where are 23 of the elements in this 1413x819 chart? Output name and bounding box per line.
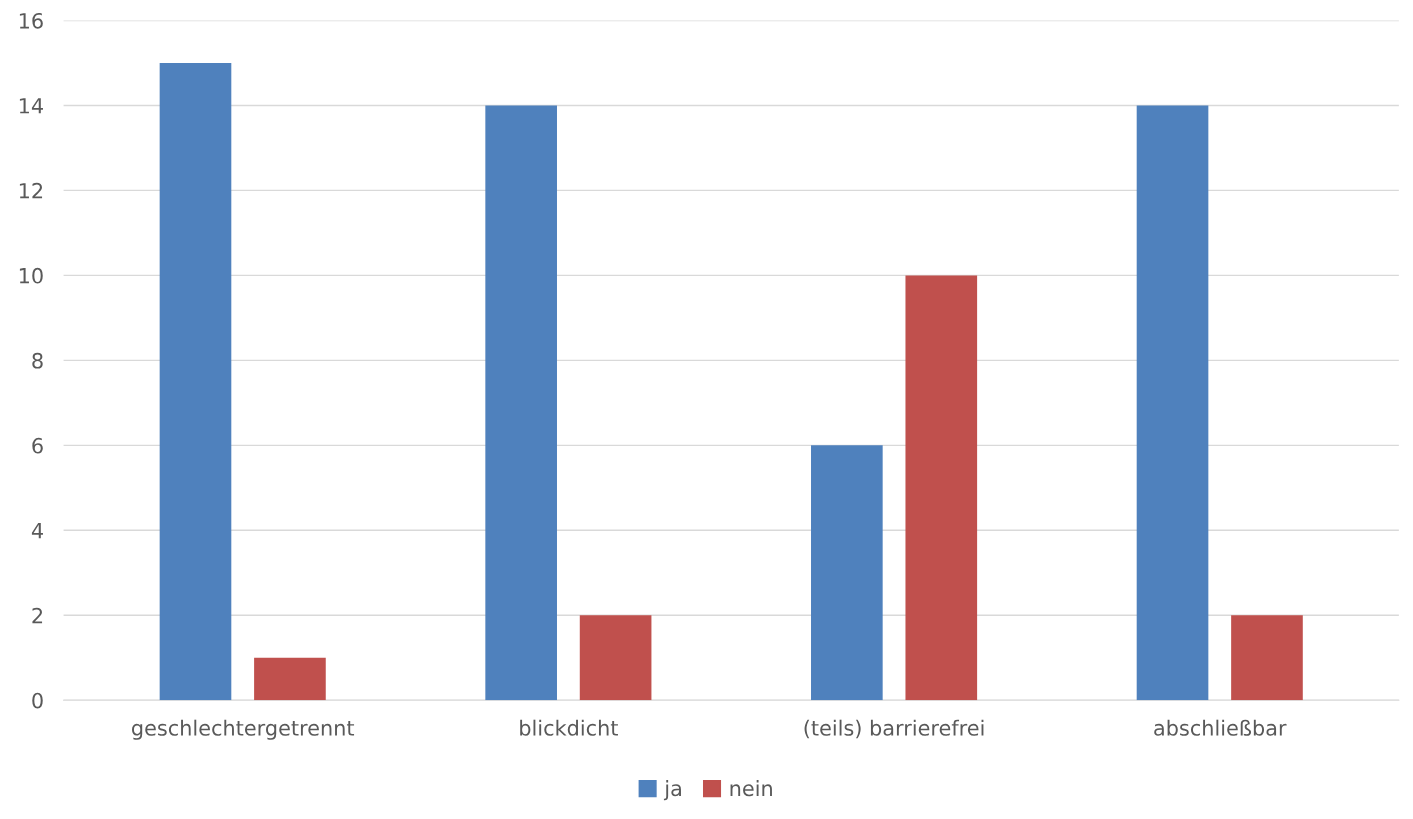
y-tick-label: 12 [19,182,43,199]
y-tick-label: 6 [32,437,43,454]
y-tick-label: 8 [32,352,43,369]
bar [159,62,232,701]
y-tick-label: 10 [19,267,43,284]
legend-label: nein [730,780,772,797]
bar [579,615,652,701]
bar [1136,105,1209,701]
bar [254,657,326,701]
y-tick-label: 16 [19,12,43,29]
x-tick-label: geschlechtergetrennt [132,719,355,740]
x-tick-label: (teils) barrierefrei [804,719,984,739]
bar [811,445,883,701]
x-tick-label: blickdicht [520,719,618,736]
y-tick-label: 14 [19,98,43,114]
y-tick-label: 4 [31,523,43,539]
y-tick-label: 2 [32,607,43,624]
bar [1231,615,1303,701]
legend-label: ja [663,780,681,801]
bar [905,275,978,701]
y-tick-label: 0 [32,692,43,709]
bar [485,105,557,701]
x-tick-label: abschließbar [1154,719,1287,736]
